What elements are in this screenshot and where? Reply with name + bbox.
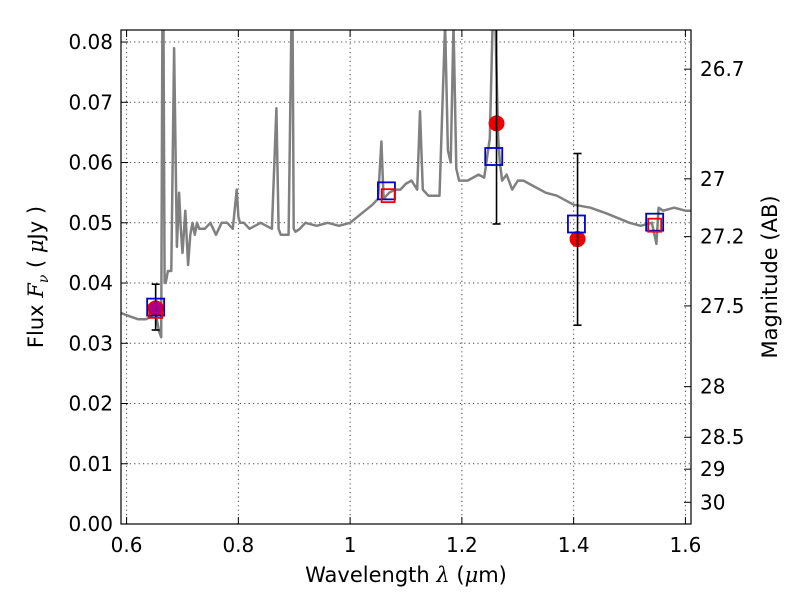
y-tick-label: 0.00 <box>68 512 113 536</box>
y2-tick-label: 30 <box>700 490 725 514</box>
ticks: 0.6 0.8 1 1.2 1.4 1.6 0.00 0.01 0.02 0.03 0.04 0.05… <box>68 30 745 557</box>
plot-background <box>121 30 691 524</box>
x-tick-label: 1 <box>344 533 357 557</box>
y2-tick-label: 28.5 <box>700 425 745 449</box>
x-tick-label: 0.6 <box>111 533 143 557</box>
model-flux-square <box>146 297 166 317</box>
y2-axis-title: Magnitude (AB) <box>758 195 782 358</box>
y-axis-title: Flux Fν ( μJy ) <box>24 206 52 348</box>
y2-tick-label: 29 <box>700 457 725 481</box>
x-tick-label: 1.6 <box>670 533 702 557</box>
plot-frame <box>120 29 692 525</box>
x-tick-label: 1.4 <box>558 533 590 557</box>
grid <box>121 30 691 525</box>
y-tick-label: 0.02 <box>68 392 113 416</box>
model-flux-square <box>567 214 586 234</box>
y-tick-label: 0.06 <box>68 151 113 175</box>
x-tick-label: 1.2 <box>446 533 478 557</box>
y2-tick-label: 27.2 <box>700 225 745 249</box>
data-layer <box>121 30 691 339</box>
y2-tick-label: 26.7 <box>700 57 745 81</box>
x-tick-label: 0.8 <box>222 533 254 557</box>
y-tick-label: 0.07 <box>68 90 113 114</box>
synthetic-flux-square <box>647 217 663 233</box>
x-axis-title: Wavelength λ (μm) <box>305 563 507 587</box>
y2-tick-label: 27.5 <box>700 294 745 318</box>
y-tick-label: 0.04 <box>68 271 113 295</box>
overlap-point <box>149 301 163 315</box>
synthetic-flux-square <box>380 188 396 204</box>
y-tick-label: 0.03 <box>68 331 113 355</box>
y-tick-label: 0.05 <box>68 211 113 235</box>
y2-tick-label: 27 <box>700 167 725 191</box>
model-flux-square <box>645 212 665 232</box>
y-tick-label: 0.01 <box>68 452 113 476</box>
model-flux-square <box>484 147 504 166</box>
model-spectrum-line <box>121 30 691 339</box>
y-tick-label: 0.08 <box>68 30 113 54</box>
y2-tick-label: 28 <box>700 375 725 399</box>
